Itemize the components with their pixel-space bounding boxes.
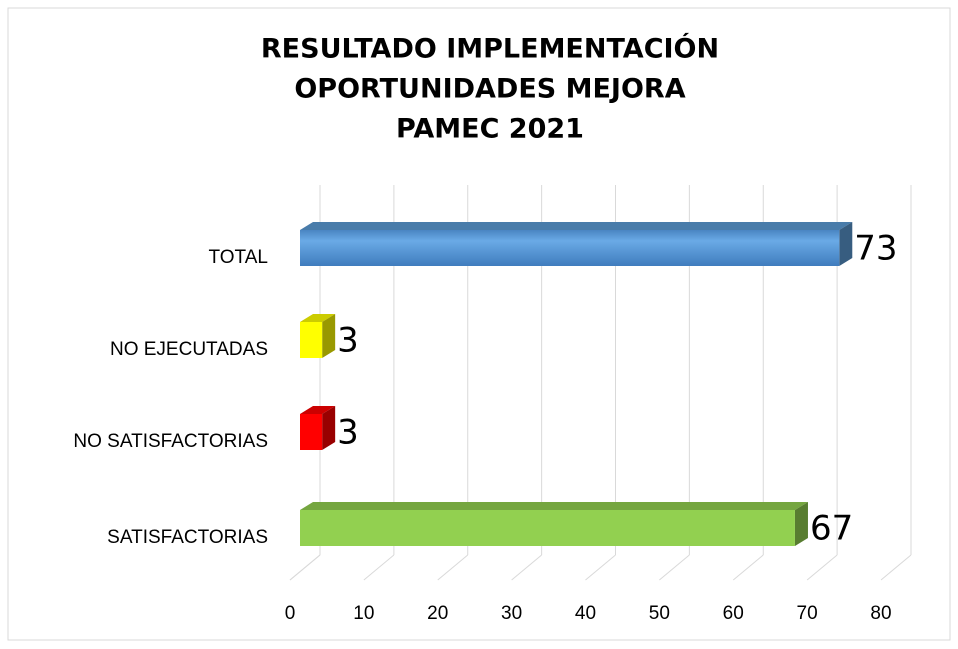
- bar-side: [322, 314, 336, 358]
- y-tick-label: TOTAL: [209, 247, 268, 268]
- chart-title: OPORTUNIDADES MEJORA: [294, 74, 685, 105]
- x-tick-label: 20: [427, 603, 448, 624]
- bar-top: [300, 314, 336, 322]
- x-tick-label: 70: [797, 603, 818, 624]
- x-tick-label: 50: [649, 603, 670, 624]
- floor-line: [511, 554, 542, 581]
- value-label: 73: [854, 229, 897, 269]
- bar: [300, 510, 795, 546]
- value-label: 3: [337, 413, 359, 453]
- floor-line: [659, 554, 690, 581]
- chart-title: PAMEC 2021: [396, 114, 584, 145]
- x-tick-label: 10: [353, 603, 374, 624]
- floor-line: [732, 554, 764, 581]
- y-tick-label: NO EJECUTADAS: [110, 339, 268, 360]
- x-tick-label: 80: [870, 603, 891, 624]
- bar-side: [839, 222, 853, 266]
- bar-side: [322, 406, 336, 450]
- bar-top: [300, 222, 853, 230]
- chart-title: RESULTADO IMPLEMENTACIÓN: [261, 33, 719, 65]
- value-label: 67: [810, 509, 853, 549]
- x-tick-label: 40: [575, 603, 596, 624]
- x-tick-label: 30: [501, 603, 522, 624]
- x-tick-label: 0: [285, 603, 296, 624]
- x-tick-label: 60: [723, 603, 744, 624]
- floor-line: [806, 554, 838, 581]
- bar-side: [794, 502, 808, 546]
- floor-line: [880, 554, 912, 581]
- floor-line: [363, 554, 395, 581]
- bar-top: [300, 406, 336, 414]
- floor-line: [437, 554, 469, 581]
- y-tick-label: SATISFACTORIAS: [107, 527, 268, 548]
- chart-frame: [7, 7, 951, 641]
- y-tick-label: NO SATISFACTORIAS: [73, 431, 268, 452]
- bar: [300, 230, 840, 266]
- bar: [300, 414, 323, 450]
- bar: [300, 322, 323, 358]
- floor-line: [585, 554, 616, 581]
- floor-line: [289, 554, 321, 581]
- value-label: 3: [337, 321, 359, 361]
- bar-top: [300, 502, 808, 510]
